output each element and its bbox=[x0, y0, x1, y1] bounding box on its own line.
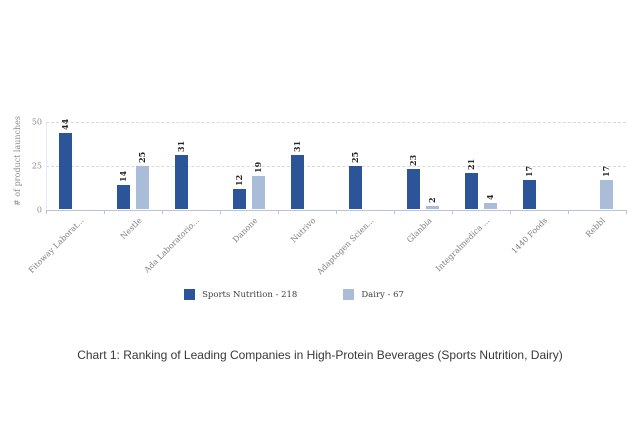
x-axis-tick bbox=[278, 209, 279, 214]
bar-value-label: 23 bbox=[408, 155, 418, 167]
bar-sports-nutrition bbox=[465, 172, 478, 210]
legend: Sports Nutrition - 218 Dairy - 67 bbox=[0, 289, 614, 300]
x-category-label: Ada Laboratorio... bbox=[142, 215, 202, 274]
bar-dairy bbox=[136, 165, 149, 210]
bar-sports-nutrition bbox=[59, 132, 72, 210]
x-category-label: Nutrivo bbox=[289, 215, 318, 244]
y-tick-label: 25 bbox=[31, 161, 42, 171]
x-category-label: Integralmedica ... bbox=[434, 215, 492, 273]
bar-value-label: 25 bbox=[137, 151, 147, 163]
bar-sports-nutrition bbox=[349, 165, 362, 210]
bar-dairy bbox=[484, 202, 497, 210]
x-axis-tick bbox=[452, 209, 453, 214]
bar-value-label: 31 bbox=[176, 141, 186, 153]
y-axis-line bbox=[46, 122, 47, 210]
legend-label-sports-nutrition: Sports Nutrition - 218 bbox=[202, 289, 298, 300]
bar-value-label: 25 bbox=[350, 151, 360, 163]
bar-sports-nutrition bbox=[407, 169, 420, 210]
x-category-label: 1440 Foods bbox=[509, 215, 550, 256]
bar-sports-nutrition bbox=[175, 155, 188, 210]
x-axis-tick bbox=[510, 209, 511, 214]
bar-value-label: 17 bbox=[524, 165, 534, 177]
legend-item-dairy: Dairy - 67 bbox=[343, 289, 404, 300]
bar-sports-nutrition bbox=[233, 188, 246, 210]
bar-value-label: 4 bbox=[485, 193, 495, 200]
gridline bbox=[46, 165, 626, 167]
x-category-label: Nestle bbox=[118, 215, 144, 241]
x-axis-tick bbox=[336, 209, 337, 214]
gridline bbox=[46, 122, 626, 124]
bar-sports-nutrition bbox=[117, 185, 130, 210]
bar-dairy bbox=[426, 206, 439, 210]
x-axis-tick bbox=[394, 209, 395, 214]
bar-value-label: 44 bbox=[60, 118, 70, 130]
x-axis-tick bbox=[46, 209, 47, 214]
bar-sports-nutrition bbox=[291, 155, 304, 210]
legend-swatch-dairy bbox=[343, 289, 355, 300]
x-category-label: Glanbia bbox=[404, 215, 434, 245]
legend-swatch-sports-nutrition bbox=[184, 289, 196, 300]
y-tick-label: 0 bbox=[36, 205, 42, 214]
x-axis-tick bbox=[220, 209, 221, 214]
x-category-label: Danone bbox=[231, 215, 260, 244]
x-category-label: Fitoway Laborat... bbox=[26, 215, 86, 275]
x-category-label: Adaptogen Scien... bbox=[314, 215, 376, 276]
bar-value-label: 17 bbox=[601, 165, 611, 177]
bar-value-label: 2 bbox=[427, 197, 437, 203]
bar-value-label: 31 bbox=[292, 141, 302, 153]
bar-dairy bbox=[252, 176, 265, 210]
x-axis-tick bbox=[626, 209, 627, 214]
bar-value-label: 21 bbox=[466, 158, 476, 170]
legend-item-sports-nutrition: Sports Nutrition - 218 bbox=[184, 289, 297, 300]
bar-value-label: 19 bbox=[253, 162, 263, 174]
bar-sports-nutrition bbox=[523, 179, 536, 210]
bar-value-label: 14 bbox=[118, 170, 128, 183]
y-tick-label: 50 bbox=[31, 117, 42, 127]
x-axis-tick bbox=[162, 209, 163, 214]
x-axis-tick bbox=[104, 209, 105, 214]
chart-caption: Chart 1: Ranking of Leading Companies in… bbox=[77, 348, 563, 362]
x-axis-tick bbox=[568, 209, 569, 214]
legend-label-dairy: Dairy - 67 bbox=[361, 289, 404, 300]
bar-value-label: 12 bbox=[234, 174, 244, 186]
x-category-label: Rebbl bbox=[584, 215, 608, 239]
bar-dairy bbox=[600, 179, 613, 210]
